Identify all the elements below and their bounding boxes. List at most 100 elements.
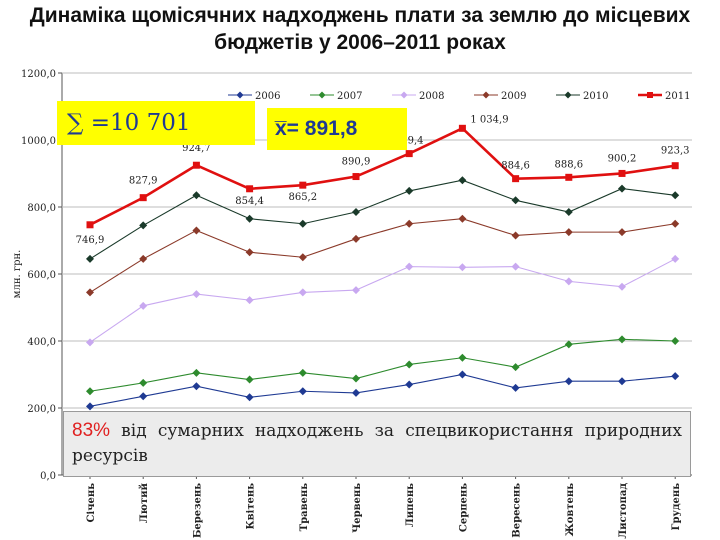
legend-label: 2008 [419, 91, 444, 102]
data-label: 854,4 [235, 196, 264, 207]
data-point [298, 368, 307, 377]
legend-label: 2006 [255, 91, 280, 102]
x-tick-label: Серпень [458, 483, 469, 532]
series-2009 [86, 214, 680, 297]
data-point [458, 124, 466, 132]
data-point [405, 360, 414, 369]
title-line-1: Динаміка щомісячних надходжень плати за … [29, 4, 691, 27]
data-point [671, 219, 680, 228]
legend-marker [482, 91, 490, 99]
data-point [458, 370, 467, 379]
data-point [618, 184, 626, 193]
data-point [86, 254, 94, 263]
y-tick-label: 1200,0 [21, 69, 56, 80]
data-point [298, 219, 307, 228]
data-label: 959,4 [395, 136, 424, 147]
x-tick-label: Вересень [512, 483, 523, 538]
data-point [671, 162, 679, 170]
data-point [298, 253, 307, 262]
x-tick-label: Червень [352, 483, 363, 533]
data-label: 888,6 [554, 159, 583, 170]
legend-marker [647, 92, 653, 98]
y-tick-label: 1000,0 [21, 136, 56, 147]
note-percent: 83% [72, 420, 111, 441]
data-label: 890,9 [342, 157, 371, 168]
data-point [564, 228, 573, 237]
slide-title: Динаміка щомісячних надходжень плати за … [0, 2, 720, 56]
data-point [86, 221, 94, 229]
data-point [564, 377, 573, 386]
data-point [458, 353, 467, 362]
data-point [298, 387, 307, 396]
data-point [139, 221, 148, 230]
legend-label: 2007 [337, 91, 362, 102]
data-point [86, 402, 94, 411]
data-point [511, 262, 520, 271]
data-point [245, 248, 254, 257]
legend-marker [318, 91, 326, 99]
x-tick-label: Листопад [618, 483, 629, 539]
series-line [89, 338, 676, 392]
data-label: 865,2 [288, 192, 317, 203]
data-point [671, 191, 680, 200]
legend-label: 2009 [501, 91, 526, 102]
data-point [192, 290, 201, 299]
data-point [405, 262, 414, 271]
data-point [352, 286, 360, 295]
data-point [405, 150, 413, 158]
data-point [246, 185, 254, 193]
data-point [86, 288, 94, 297]
data-point [671, 372, 680, 381]
y-tick-label: 600,0 [27, 270, 56, 281]
legend-marker [564, 91, 572, 99]
data-point [564, 340, 573, 349]
data-point [245, 296, 254, 305]
data-label: 923,3 [661, 146, 690, 157]
data-point [192, 191, 201, 200]
data-point [458, 214, 467, 223]
note-box: 83% від сумарних надходжень за спецвикор… [63, 411, 691, 477]
data-point [618, 228, 626, 237]
data-point [405, 186, 414, 195]
data-point [139, 392, 148, 401]
series-2007 [86, 335, 680, 396]
x-tick-label: Січень [86, 483, 97, 523]
series-line [89, 126, 676, 226]
data-point [86, 338, 94, 347]
data-label: 1 034,9 [470, 114, 508, 125]
mean-box: x̅= 891,8 [267, 108, 407, 150]
data-point [564, 277, 573, 286]
x-tick-label: Жовтень [565, 483, 576, 537]
data-label: 900,2 [608, 153, 637, 164]
data-point [192, 382, 201, 391]
series-2006 [86, 370, 680, 411]
x-tick-label: Травень [299, 483, 310, 532]
data-point [511, 196, 520, 205]
data-point [245, 214, 254, 223]
data-point [352, 173, 360, 181]
data-point [298, 288, 307, 297]
y-tick-label: 200,0 [27, 404, 56, 415]
data-label: 827,9 [129, 176, 158, 187]
data-label: 924,7 [182, 143, 211, 154]
data-point [139, 378, 148, 387]
data-point [512, 175, 520, 183]
data-point [511, 231, 520, 240]
data-point [564, 208, 573, 217]
series-2011: 746,9 827,9 924,7 854,4 865,2 890,9 959,4 1 034… [76, 114, 690, 245]
data-point [405, 219, 414, 228]
note-text: від сумарних надходжень за спецвикориста… [72, 421, 682, 466]
legend-marker [400, 91, 408, 99]
data-point [245, 393, 254, 402]
x-tick-label: Квітень [246, 483, 257, 530]
series-line [89, 373, 676, 407]
data-point [299, 181, 307, 189]
sum-box: ∑ =10 701 [57, 101, 255, 145]
series-line [89, 218, 676, 293]
series-2010 [86, 176, 680, 263]
data-point [618, 169, 626, 177]
data-point [618, 335, 626, 344]
data-point [139, 301, 148, 310]
data-point [139, 194, 147, 202]
data-point [192, 161, 200, 169]
